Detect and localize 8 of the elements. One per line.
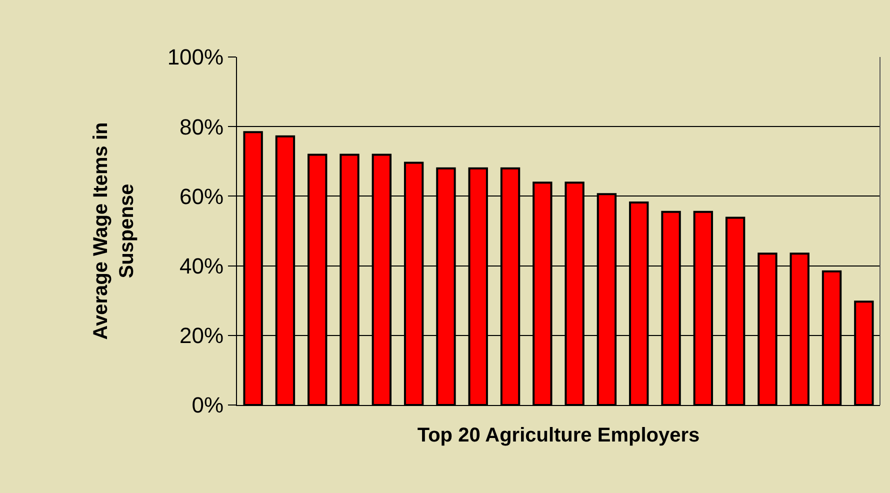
- y-axis-title: Average Wage Items in Suspense: [90, 122, 138, 340]
- y-tick-label: 100%: [167, 44, 224, 70]
- y-tick-label: 80%: [180, 114, 224, 140]
- y-tick-label: 60%: [180, 184, 224, 209]
- y-tick-label: 0%: [192, 392, 224, 418]
- x-axis-title: Top 20 Agriculture Employers: [417, 424, 700, 446]
- y-tick-label: 20%: [180, 323, 224, 348]
- y-tick-label: 40%: [180, 254, 224, 278]
